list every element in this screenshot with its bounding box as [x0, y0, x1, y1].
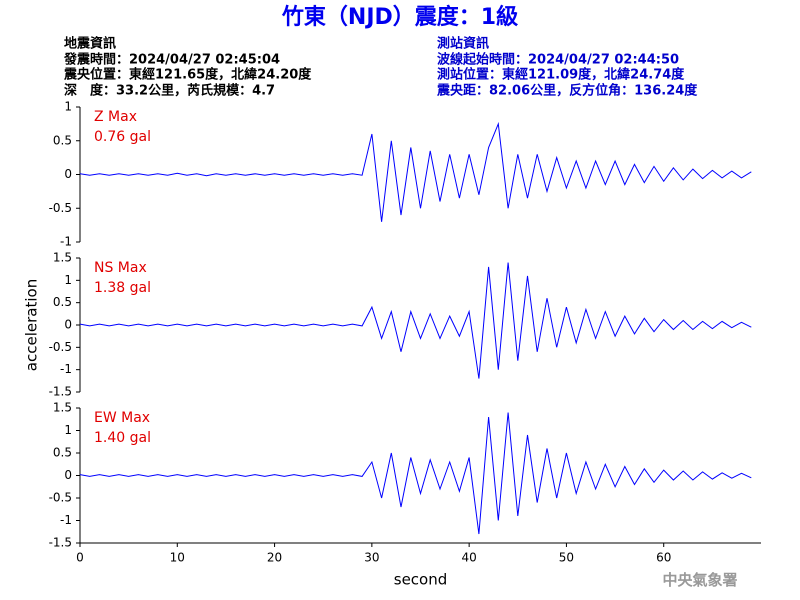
info-line: 震央距：82.06公里，反方位角：136.24度 — [436, 83, 698, 99]
trace-max: 1.40 gal — [94, 430, 151, 446]
footer: 中央氣象署 — [662, 571, 737, 589]
y-tick-label: -1 — [60, 362, 72, 376]
y-axis-title: acceleration — [23, 279, 41, 371]
x-tick-label: 60 — [656, 551, 671, 565]
y-tick-label: -1 — [60, 513, 72, 527]
y-tick-label: 1.5 — [53, 401, 72, 415]
y-tick-label: -1.5 — [49, 385, 72, 399]
x-tick-label: 10 — [170, 551, 185, 565]
y-tick-label: -0.5 — [49, 340, 72, 354]
x-tick-label: 0 — [76, 551, 84, 565]
x-tick-label: 20 — [267, 551, 282, 565]
info-line: 測站資訊 — [437, 36, 489, 52]
info-line: 深 度：33.2公里，芮氏規模：4.7 — [64, 83, 275, 99]
y-tick-label: 1 — [64, 273, 72, 287]
trace-label: NS Max — [94, 260, 147, 276]
y-tick-label: 1 — [64, 423, 72, 437]
y-tick-label: 0.5 — [53, 446, 72, 460]
x-tick-label: 40 — [462, 551, 477, 565]
info-line: 發震時間：2024/04/27 02:45:04 — [63, 52, 280, 68]
waveform — [79, 412, 752, 535]
y-tick-label: 0.5 — [53, 133, 72, 147]
y-tick-label: -1.5 — [49, 536, 72, 550]
y-tick-label: 0 — [64, 167, 72, 181]
waveform — [79, 121, 752, 222]
y-tick-label: -1 — [60, 235, 72, 249]
info-line: 測站位置：東經121.09度，北緯24.74度 — [437, 67, 685, 83]
info-line: 地震資訊 — [64, 36, 116, 52]
y-tick-label: 0 — [64, 318, 72, 332]
x-tick-label: 30 — [364, 551, 379, 565]
title: 竹東（NJD）震度：1級 — [281, 4, 518, 30]
waveform — [79, 262, 752, 379]
y-tick-label: -0.5 — [49, 491, 72, 505]
y-tick-label: 0.5 — [53, 295, 72, 309]
trace-label: Z Max — [94, 109, 137, 125]
y-tick-label: 1.5 — [53, 251, 72, 265]
info-line: 波線起始時間：2024/04/27 02:44:50 — [437, 52, 679, 68]
info-line: 震央位置：東經121.65度，北緯24.20度 — [63, 67, 312, 83]
trace-max: 0.76 gal — [94, 129, 151, 145]
y-tick-label: 1 — [64, 100, 72, 114]
x-tick-label: 50 — [559, 551, 574, 565]
y-tick-label: -0.5 — [49, 201, 72, 215]
trace-label: EW Max — [94, 410, 150, 426]
trace-max: 1.38 gal — [94, 280, 151, 296]
x-axis-title: second — [394, 571, 448, 589]
y-tick-label: 0 — [64, 468, 72, 482]
